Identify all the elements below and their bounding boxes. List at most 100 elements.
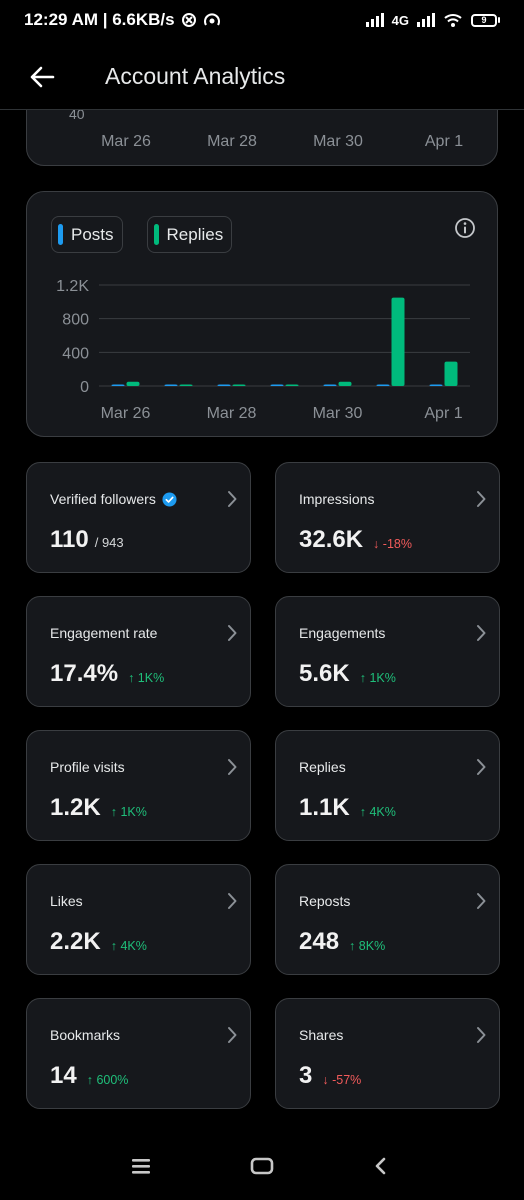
- arrow-up-icon: ↑: [359, 671, 370, 685]
- chevron-right-icon: [477, 625, 486, 641]
- metric-delta-value: -57%: [332, 1073, 362, 1087]
- battery-icon: 9: [471, 13, 500, 27]
- bar-replies: [126, 381, 140, 386]
- metric-value-row: 2.2K: [50, 928, 101, 956]
- back-button[interactable]: [24, 59, 60, 95]
- metric-delta: ↑ 4K%: [360, 805, 396, 819]
- app-header: Account Analytics: [0, 44, 524, 110]
- metric-value-row: 14: [50, 1062, 77, 1090]
- metric-delta-value: 1K%: [137, 671, 165, 685]
- verified-badge-icon: [162, 491, 177, 507]
- metric-label: Engagement rate: [50, 625, 157, 641]
- info-icon[interactable]: [453, 216, 477, 240]
- metric-value-row: 110 / 943: [50, 526, 124, 554]
- status-bar: 12:29 AM | 6.6KB/s 4G 9: [0, 0, 524, 40]
- arrow-up-icon: ↑: [359, 805, 370, 819]
- bar-replies: [444, 361, 458, 386]
- chart-legend: Posts Replies: [51, 216, 233, 253]
- metric-delta: ↑ 8K%: [349, 939, 385, 953]
- chevron-right-icon: [228, 1027, 237, 1043]
- metric-delta: ↑ 4K%: [111, 939, 147, 953]
- metric-delta-value: 4K%: [120, 939, 147, 953]
- status-left: 12:29 AM | 6.6KB/s: [24, 10, 221, 30]
- x-tick-label: Mar 30: [313, 133, 363, 150]
- bar-replies: [391, 297, 405, 386]
- hotspot-icon: [203, 13, 220, 26]
- metric-label-text: Profile visits: [50, 759, 125, 775]
- x-tick-label: Mar 28: [207, 133, 257, 150]
- metric-delta-value: 8K%: [358, 939, 386, 953]
- y-tick-label: 800: [62, 312, 89, 329]
- y-tick-label: 1.2K: [56, 278, 89, 295]
- bar-posts: [376, 384, 390, 386]
- metric-delta-value: 1K%: [369, 671, 396, 685]
- legend-swatch-replies: [153, 224, 159, 245]
- metric-delta-value: -18%: [382, 537, 412, 551]
- metric-tile[interactable]: Verified followers 110 / 943: [26, 462, 251, 573]
- metric-label: Likes: [50, 893, 83, 909]
- arrow-down-icon: ↓: [322, 1073, 333, 1087]
- x-tick-label: Mar 30: [313, 405, 363, 422]
- metric-value-row: 1.1K: [299, 794, 350, 822]
- chevron-right-icon: [228, 625, 237, 641]
- arrow-up-icon: ↑: [86, 1073, 97, 1087]
- metric-value-row: 248: [299, 928, 339, 956]
- y-tick-label: 400: [62, 345, 89, 362]
- metric-tile[interactable]: Engagement rate 17.4% ↑ 1K%: [26, 596, 251, 707]
- metric-delta: ↑ 1K%: [111, 805, 147, 819]
- chevron-right-icon: [477, 759, 486, 775]
- metric-label-text: Likes: [50, 893, 83, 909]
- metric-value-row: 17.4%: [50, 660, 118, 688]
- bar-posts: [111, 384, 125, 386]
- status-right: 4G 9: [365, 12, 500, 28]
- metric-value: 1.1K: [299, 794, 350, 821]
- chevron-right-icon: [228, 759, 237, 775]
- home-icon[interactable]: [250, 1157, 274, 1175]
- metric-value: 1.2K: [50, 794, 101, 821]
- metric-value: 3: [299, 1062, 313, 1089]
- arrow-up-icon: ↑: [110, 805, 121, 819]
- metric-tile[interactable]: Replies 1.1K ↑ 4K%: [275, 730, 500, 841]
- metric-total: / 943: [94, 535, 124, 550]
- signal-icon: [365, 13, 384, 27]
- metric-value: 17.4%: [50, 660, 119, 687]
- metric-label-text: Engagement rate: [50, 625, 158, 641]
- bar-replies: [232, 384, 246, 386]
- metric-value: 2.2K: [50, 928, 101, 955]
- chevron-right-icon: [477, 491, 486, 507]
- metric-value: 32.6K: [299, 526, 364, 553]
- system-nav-bar: [0, 1135, 524, 1200]
- metric-tile[interactable]: Likes 2.2K ↑ 4K%: [26, 864, 251, 975]
- legend-posts[interactable]: Posts: [51, 216, 123, 253]
- metric-tile[interactable]: Profile visits 1.2K ↑ 1K%: [26, 730, 251, 841]
- metric-label: Engagements: [299, 625, 385, 641]
- metric-label-text: Replies: [299, 759, 346, 775]
- metric-tile[interactable]: Shares 3 ↓ -57%: [275, 998, 500, 1109]
- metric-value-row: 3: [299, 1062, 312, 1090]
- back-icon[interactable]: [373, 1157, 387, 1175]
- metric-delta: ↓ -57%: [322, 1073, 361, 1087]
- metric-tile[interactable]: Reposts 248 ↑ 8K%: [275, 864, 500, 975]
- metric-delta-value: 600%: [96, 1073, 129, 1087]
- metric-value-row: 5.6K: [299, 660, 350, 688]
- bar-posts: [164, 384, 178, 386]
- metric-label-text: Shares: [299, 1027, 344, 1043]
- y-tick-label: 0: [80, 379, 89, 396]
- metric-tile[interactable]: Impressions 32.6K ↓ -18%: [275, 462, 500, 573]
- posts-replies-chart-card: Posts Replies 1.2K 800 400 0 Mar 26 Mar 28 Mar…: [26, 191, 498, 437]
- bar-posts: [270, 384, 284, 386]
- metric-label: Bookmarks: [50, 1027, 120, 1043]
- page-title: Account Analytics: [105, 63, 286, 89]
- metric-tile[interactable]: Engagements 5.6K ↑ 1K%: [275, 596, 500, 707]
- metric-label: Reposts: [299, 893, 350, 909]
- legend-label-posts: Posts: [71, 224, 114, 244]
- metric-tile[interactable]: Bookmarks 14 ↑ 600%: [26, 998, 251, 1109]
- bar-replies: [179, 384, 193, 386]
- metric-value: 248: [299, 928, 340, 955]
- menu-icon[interactable]: [131, 1157, 151, 1175]
- bar-posts: [217, 384, 231, 386]
- legend-replies[interactable]: Replies: [146, 216, 233, 253]
- bar-posts: [323, 384, 337, 386]
- x-tick-label: Apr 1: [424, 133, 464, 150]
- x-tick-label: Apr 1: [424, 405, 462, 422]
